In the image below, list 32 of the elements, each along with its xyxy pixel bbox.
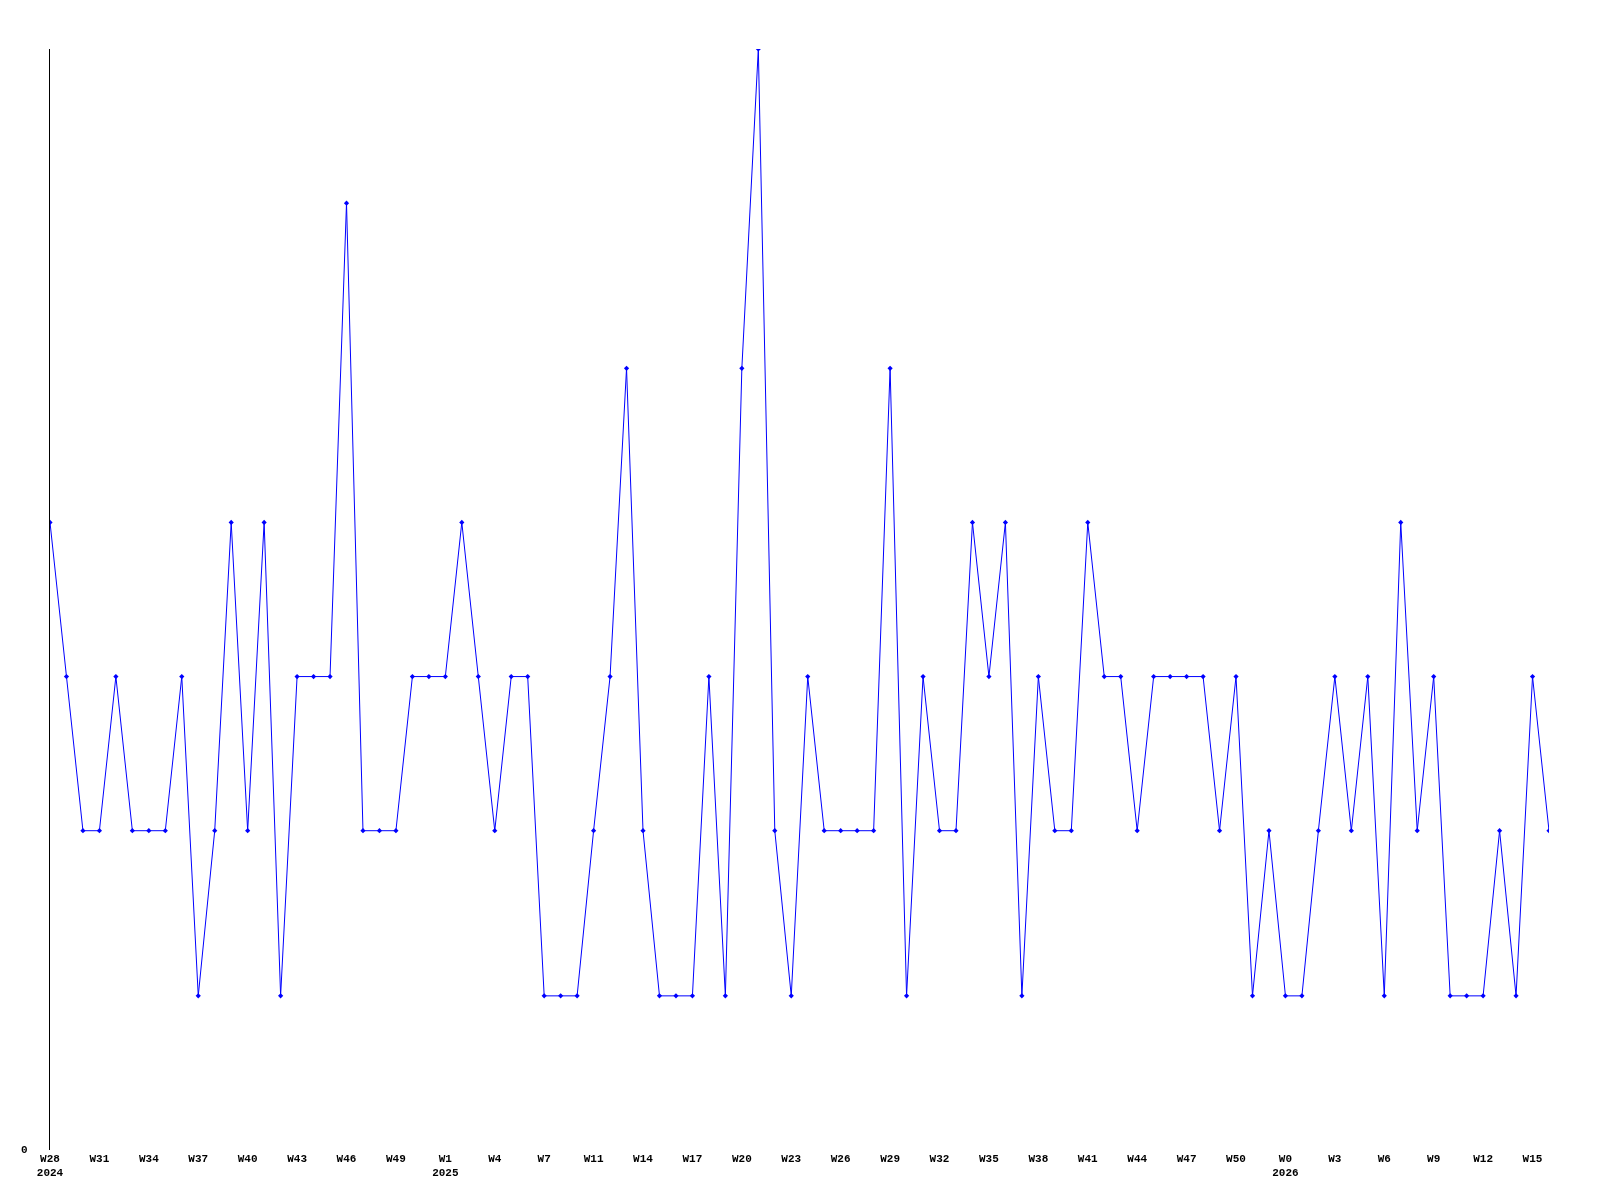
x-tick-label: W20: [731, 1153, 752, 1165]
x-tick-label: W11: [583, 1153, 604, 1165]
x-tick-label: W46: [336, 1153, 357, 1165]
x-tick-label: W47: [1176, 1153, 1197, 1165]
x-tick-label: W35: [979, 1153, 1000, 1165]
x-tick-label: W34: [138, 1153, 160, 1165]
x-tick-label: W49: [386, 1153, 406, 1165]
x-tick-label: W0 2026: [1272, 1153, 1299, 1180]
x-tick-label: W37: [188, 1153, 209, 1165]
x-tick-label: W1 2025: [432, 1153, 459, 1180]
x-tick-label: W41: [1077, 1153, 1099, 1165]
x-tick-label: W40: [237, 1153, 258, 1165]
x-tick-label: W17: [682, 1153, 703, 1165]
x-tick-label: W31: [89, 1153, 110, 1165]
x-tick-label: W43: [287, 1153, 308, 1165]
x-tick-label: W3: [1328, 1153, 1342, 1165]
x-tick-label: W26: [830, 1153, 851, 1165]
x-tick-label: W44: [1127, 1153, 1148, 1165]
x-tick-label: W7: [537, 1153, 551, 1165]
x-tick-label: W4: [488, 1153, 502, 1165]
x-tick-label: W15: [1522, 1153, 1543, 1165]
text: 0: [21, 1144, 28, 1156]
x-tick-label: W14: [633, 1153, 654, 1165]
x-tick-label: W29: [880, 1153, 901, 1165]
x-tick-label: W6: [1377, 1153, 1391, 1165]
x-tick-label: W32: [929, 1153, 950, 1165]
x-tick-label: W23: [781, 1153, 802, 1165]
x-tick-label: W28 2024: [36, 1153, 64, 1180]
x-tick-label: W38: [1028, 1153, 1049, 1165]
x-tick-label: W50: [1226, 1153, 1246, 1165]
x-tick-label: W12: [1473, 1153, 1494, 1165]
x-tick-label: W9: [1427, 1153, 1441, 1165]
